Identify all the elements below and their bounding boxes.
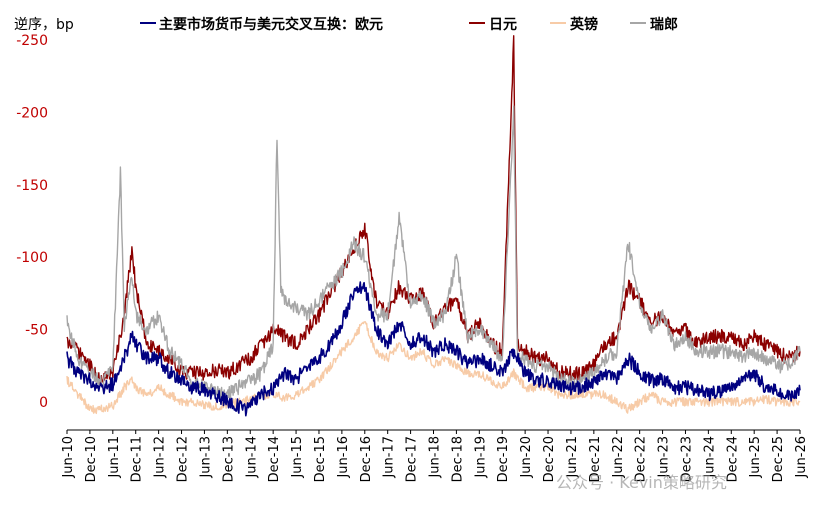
x-tick-label: Dec-23 [679,436,694,482]
legend: 主要市场货币与美元交叉互换：欧元 日元 英镑 瑞郎 [140,16,678,33]
x-tick-label: Dec-17 [405,436,420,482]
x-tick-label: Jun-14 [244,436,259,479]
x-tick-label: Dec-18 [450,436,465,482]
x-tick-label: Dec-14 [267,436,282,482]
x-tick-label: Jun-13 [198,436,213,479]
y-tick-label: -250 [16,33,48,49]
x-tick-label: Jun-17 [382,436,397,479]
x-tick-label: Jun-15 [290,436,305,479]
x-tick-label: Jun-23 [657,436,672,479]
x-tick-label: Jun-12 [153,436,168,479]
x-tick-label: Dec-22 [634,436,649,482]
x-tick-label: Jun-18 [428,436,443,479]
x-tick-label: Jun-20 [519,436,534,479]
y-tick-label: -200 [16,105,48,121]
x-tick-label: Dec-11 [130,436,145,482]
x-tick-label: Dec-20 [542,436,557,482]
x-tick-label: Dec-25 [771,436,786,482]
x-tick-label: Jun-16 [336,436,351,479]
y-tick-label: -150 [16,178,48,194]
legend-label-eur: 主要市场货币与美元交叉互换：欧元 [159,16,383,33]
x-tick-label: Dec-16 [359,436,374,482]
y-unit-label: 逆序，bp [14,17,74,33]
x-tick-label: Dec-10 [84,436,99,482]
y-axis: -250 -200 -150 -100 -50 0 [16,33,48,411]
plot-lines [66,35,801,417]
x-tick-label: Dec-24 [725,436,740,482]
x-tick-label: Dec-19 [496,436,511,482]
y-tick-label: -100 [16,250,48,266]
legend-label-jpy: 日元 [489,17,517,33]
series-line-欧元 [66,281,801,417]
x-tick-label: Jun-25 [748,436,763,479]
x-axis: Jun-10 Dec-10 Jun-11 Dec-11 Jun-12 Dec-12 Jun-… [61,429,809,482]
y-tick-label: 0 [39,395,48,411]
watermark: 公众号 · Kevin策略研究 [556,473,727,492]
x-tick-label: Jun-21 [565,436,580,479]
legend-label-gbp: 英镑 [569,16,598,33]
x-tick-label: Jun-11 [107,436,122,479]
series-line-日元 [66,35,801,386]
x-tick-label: Jun-10 [61,436,76,479]
x-tick-label: Dec-21 [588,436,603,482]
x-tick-label: Jun-19 [473,436,488,479]
series-line-英镑 [66,321,801,415]
x-tick-label: Jun-22 [611,436,626,479]
x-tick-label: Jun-26 [794,436,809,479]
series-line-瑞郎 [66,105,801,401]
x-tick-label: Dec-12 [176,436,191,482]
x-tick-label: Dec-15 [313,436,328,482]
y-tick-label: -50 [25,323,48,339]
legend-label-chf: 瑞郎 [650,16,678,33]
x-tick-label: Jun-24 [702,436,717,479]
x-tick-label: Dec-13 [221,436,236,482]
